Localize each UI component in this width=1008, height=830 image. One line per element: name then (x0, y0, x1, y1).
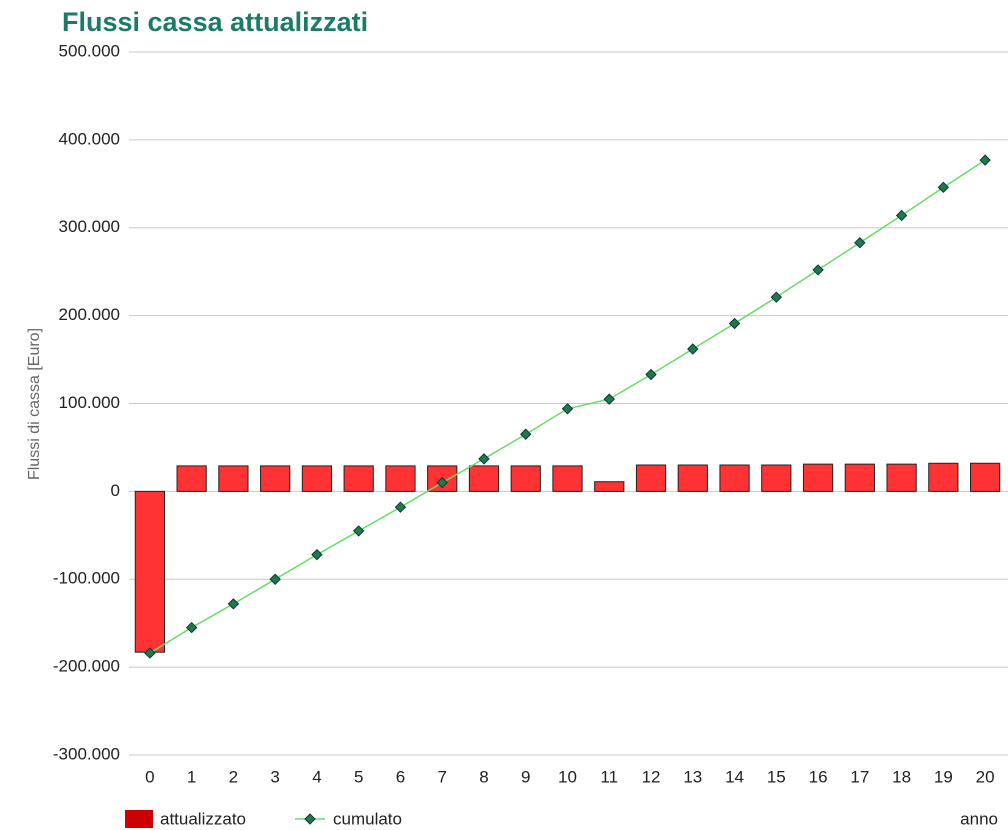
y-tick-label: 300.000 (59, 217, 120, 236)
x-tick-label: 9 (521, 767, 530, 786)
y-tick-label: -200.000 (53, 657, 120, 676)
bar (301, 465, 333, 492)
marker (185, 621, 198, 634)
x-tick-label: 12 (642, 767, 661, 786)
bar (844, 463, 875, 492)
x-tick-label: 7 (437, 767, 446, 786)
bar (510, 465, 541, 492)
marker (979, 154, 991, 166)
marker (937, 181, 950, 194)
marker (394, 501, 407, 513)
x-tick-label: 20 (976, 767, 995, 786)
marker (645, 368, 657, 381)
x-tick-label: 14 (725, 767, 744, 786)
x-tick-label: 15 (767, 767, 786, 786)
bar (886, 463, 917, 492)
bar (218, 465, 249, 492)
bar (761, 464, 792, 492)
x-tick-label: 10 (558, 767, 577, 786)
x-tick-label: 16 (809, 767, 828, 786)
marker (687, 343, 699, 355)
bar (802, 463, 834, 492)
bar (260, 465, 291, 492)
y-tick-label: -100.000 (53, 569, 120, 588)
marker (770, 291, 783, 303)
marker (311, 548, 323, 561)
y-tick-label: 200.000 (59, 305, 120, 324)
y-tick-label: 0 (111, 481, 120, 500)
legend-marker (304, 813, 316, 825)
bar (928, 462, 959, 492)
x-tick-label: 19 (934, 767, 953, 786)
x-tick-label: 17 (850, 767, 869, 786)
x-tick-label: 3 (270, 767, 279, 786)
bar (385, 465, 416, 492)
bar (176, 465, 207, 492)
marker (603, 393, 615, 405)
x-tick-label: 13 (683, 767, 702, 786)
y-tick-label: -300.000 (53, 744, 120, 763)
bar (552, 465, 583, 492)
bar (343, 465, 374, 492)
x-tick-label: 1 (187, 767, 196, 786)
x-tick-label: 0 (145, 767, 154, 786)
y-axis-label: Flussi di cassa [Euro] (26, 328, 43, 480)
marker (854, 236, 866, 249)
x-tick-label: 18 (892, 767, 911, 786)
x-tick-label: 8 (479, 767, 488, 786)
marker (478, 453, 490, 465)
marker (812, 264, 824, 276)
marker (436, 476, 448, 489)
x-axis-label: anno (960, 809, 998, 828)
marker (520, 428, 532, 440)
bar (719, 464, 750, 492)
legend-label: cumulato (333, 809, 402, 828)
bar (970, 462, 1001, 492)
y-tick-label: 100.000 (59, 393, 120, 412)
bar (594, 481, 625, 492)
marker (144, 647, 156, 659)
marker (895, 209, 908, 222)
legend-label: attualizzato (160, 809, 246, 828)
marker (352, 525, 365, 537)
chart-title: Flussi cassa attualizzati (62, 7, 368, 37)
legend-swatch (125, 810, 153, 828)
y-tick-label: 500.000 (59, 41, 120, 60)
marker (227, 598, 240, 610)
x-tick-label: 6 (396, 767, 405, 786)
bar (134, 490, 165, 653)
bar (677, 464, 708, 492)
marker (269, 573, 281, 585)
x-tick-label: 2 (229, 767, 238, 786)
x-tick-label: 4 (312, 767, 321, 786)
marker (728, 317, 741, 330)
bar (468, 465, 500, 492)
x-tick-label: 5 (354, 767, 363, 786)
y-tick-label: 400.000 (59, 129, 120, 148)
bar (635, 464, 667, 492)
x-tick-label: 11 (600, 767, 618, 786)
marker (561, 403, 574, 415)
